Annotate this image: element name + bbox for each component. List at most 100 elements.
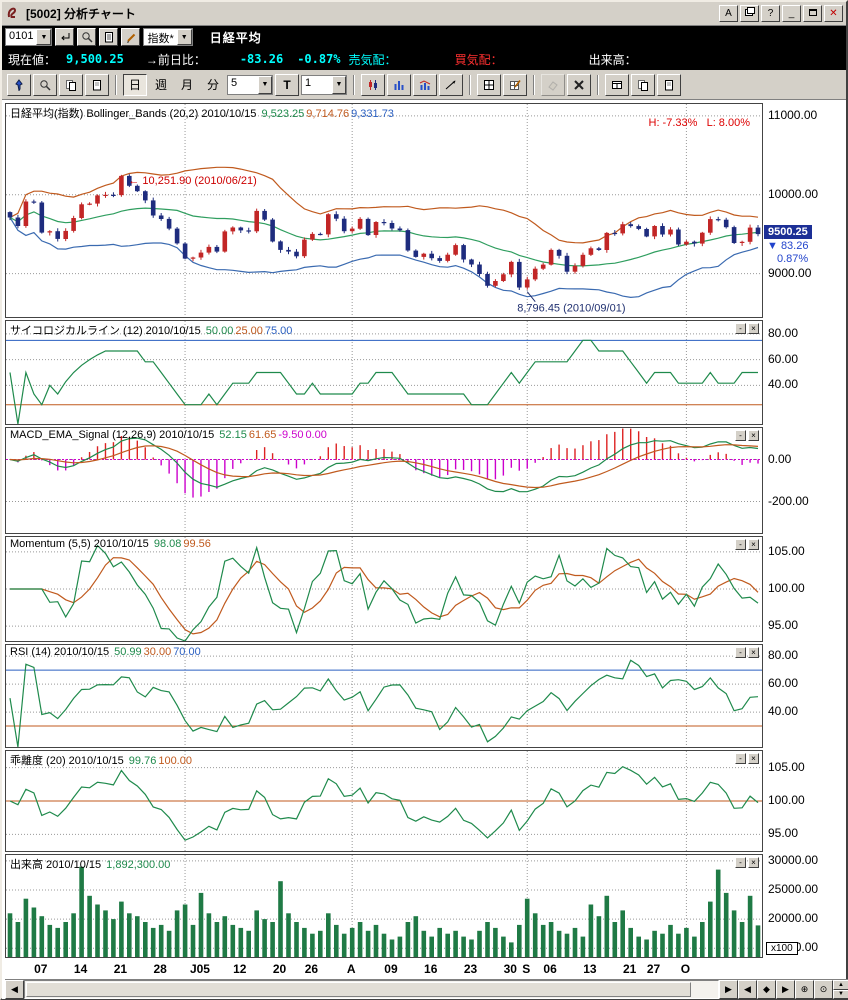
- period-month-button[interactable]: 月: [175, 74, 199, 96]
- close-panel-button[interactable]: ×: [748, 323, 759, 334]
- minute-count-select[interactable]: 5 ▼: [227, 74, 273, 95]
- copy-icon: [638, 79, 648, 91]
- axis-main: 11000.00 10000.00 9000.00 9500.25 ▼ 83.26 0.8…: [763, 103, 845, 318]
- pointer-pin-button[interactable]: [7, 73, 31, 96]
- panel-header-psych: サイコロジカルライン (12) 2010/10/15 50.00 25.00 75.…: [10, 322, 294, 338]
- pencil-icon: [126, 33, 136, 43]
- copy-icon: [66, 79, 76, 91]
- header-segment: 50.99: [114, 646, 142, 658]
- index-type-combo[interactable]: 指数* ▼: [143, 28, 193, 46]
- scale-down-button[interactable]: ▼: [833, 989, 848, 999]
- minimize-panel-button[interactable]: -: [735, 430, 746, 441]
- close-panel-button[interactable]: ×: [748, 647, 759, 658]
- x-axis-label: S: [522, 962, 531, 976]
- chevron-down-icon[interactable]: ▼: [258, 75, 272, 94]
- y-axis-label: 60.00: [768, 351, 799, 366]
- y-axis-label: 40.00: [768, 704, 799, 719]
- volume-chart-button[interactable]: [413, 73, 437, 96]
- bar-chart-button[interactable]: [387, 73, 411, 96]
- close-panel-button[interactable]: ×: [748, 857, 759, 868]
- minimize-panel-button[interactable]: -: [735, 539, 746, 550]
- chevron-down-icon[interactable]: ▼: [36, 29, 52, 45]
- candlestick-chart-button[interactable]: [361, 73, 385, 96]
- current-price-label: 現在値：: [8, 52, 57, 67]
- x-axis-label: 14: [73, 962, 88, 976]
- close-panel-button[interactable]: ×: [748, 753, 759, 764]
- grid-edit-button[interactable]: [503, 73, 527, 96]
- magnifier-icon: [40, 79, 51, 91]
- header-segment: 52.15: [219, 429, 247, 441]
- period-minute-button[interactable]: 分: [201, 74, 225, 96]
- new-window-button[interactable]: [657, 73, 681, 96]
- panel-kairi: 乖離度 (20) 2010/10/15 99.76 100.00 - ×: [5, 750, 763, 852]
- chart-area: ← 10,251.90 (2010/06/21) 8,796.45 (2010/0…: [2, 100, 848, 999]
- svg-text:← 10,251.90 (2010/06/21): ← 10,251.90 (2010/06/21): [128, 175, 256, 187]
- minimize-panel-button[interactable]: -: [735, 323, 746, 334]
- eraser-icon: [548, 80, 558, 91]
- close-panel-button[interactable]: ×: [748, 539, 759, 550]
- panel-header-momentum: Momentum (5,5) 2010/10/15 98.08 99.56: [10, 538, 213, 550]
- minimize-button[interactable]: _: [782, 5, 801, 22]
- scroll-right-button[interactable]: ▶: [719, 980, 738, 999]
- panel-row-psych: サイコロジカルライン (12) 2010/10/15 50.00 25.00 75.…: [5, 320, 846, 425]
- draw-button[interactable]: [121, 28, 141, 46]
- new-page-button[interactable]: [85, 73, 109, 96]
- period-day-button[interactable]: 日: [123, 73, 147, 96]
- zoom-tool-button[interactable]: [33, 73, 57, 96]
- maximize-button[interactable]: [803, 5, 822, 22]
- window-layout-button[interactable]: [740, 5, 759, 22]
- scrollbar-track[interactable]: [24, 980, 719, 999]
- grid-button[interactable]: [477, 73, 501, 96]
- preset-code-combo[interactable]: 0101 ▼: [5, 28, 53, 46]
- copy-window-button[interactable]: [631, 73, 655, 96]
- delete-drawing-button[interactable]: [567, 73, 591, 96]
- y-axis-label: 105.00: [768, 759, 805, 774]
- index-type-value: 指数*: [147, 33, 174, 45]
- zoom-out-button[interactable]: ⊙: [814, 980, 833, 999]
- scrollbar-thumb[interactable]: [26, 982, 692, 997]
- jump-latest-button[interactable]: ◆: [757, 980, 776, 999]
- split-window-button[interactable]: [605, 73, 629, 96]
- font-button[interactable]: A: [719, 5, 738, 22]
- page-next-button[interactable]: ▶: [776, 980, 795, 999]
- eraser-button[interactable]: [541, 73, 565, 96]
- search-button[interactable]: [77, 28, 97, 46]
- panel-header-main: 日経平均(指数) Bollinger_Bands (20,2) 2010/10/…: [10, 105, 396, 121]
- minimize-panel-button[interactable]: -: [735, 753, 746, 764]
- trendline-button[interactable]: [439, 73, 463, 96]
- panel-plot: [6, 855, 762, 957]
- memo-button[interactable]: [99, 28, 119, 46]
- copy-chart-button[interactable]: [59, 73, 83, 96]
- help-button[interactable]: ?: [761, 5, 780, 22]
- period-week-button[interactable]: 週: [149, 74, 173, 96]
- volume-label: 出来高：: [588, 52, 637, 67]
- x-axis-label: 12: [233, 962, 247, 976]
- y-axis-label: 25000.00: [768, 881, 819, 896]
- chevron-down-icon[interactable]: ▼: [332, 75, 346, 94]
- toolbar-separator: [115, 74, 117, 95]
- y-axis-label: 80.00: [768, 325, 799, 340]
- x-axis-label: O: [680, 962, 691, 976]
- x-axis-label: J05: [189, 962, 210, 976]
- toolbar-separator: [469, 74, 471, 95]
- tick-button[interactable]: T: [275, 73, 299, 96]
- scale-up-button[interactable]: ▲: [833, 980, 848, 990]
- x-axis-label: 06: [543, 962, 557, 976]
- minimize-panel-button[interactable]: -: [735, 647, 746, 658]
- x-axis-label: 28: [153, 962, 167, 976]
- chevron-down-icon[interactable]: ▼: [176, 29, 192, 45]
- chart-scrollbar: ◀ ▶ ◀ ◆ ▶ ⊕ ⊙ ▲ ▼: [5, 979, 848, 999]
- page-prev-button[interactable]: ◀: [738, 980, 757, 999]
- interval-select[interactable]: 1 ▼: [301, 74, 347, 95]
- enter-button[interactable]: [55, 28, 75, 46]
- scroll-left-button[interactable]: ◀: [5, 980, 24, 999]
- close-button[interactable]: ✕: [824, 5, 843, 22]
- x-axis-label: 21: [113, 962, 128, 976]
- close-panel-button[interactable]: ×: [748, 430, 759, 441]
- header-segment: MACD_EMA_Signal (12,26,9) 2010/10/15: [10, 429, 218, 441]
- header-segment: 61.65: [248, 429, 277, 441]
- minimize-panel-button[interactable]: -: [735, 857, 746, 868]
- x-axis-label: A: [346, 962, 356, 976]
- zoom-in-button[interactable]: ⊕: [795, 980, 814, 999]
